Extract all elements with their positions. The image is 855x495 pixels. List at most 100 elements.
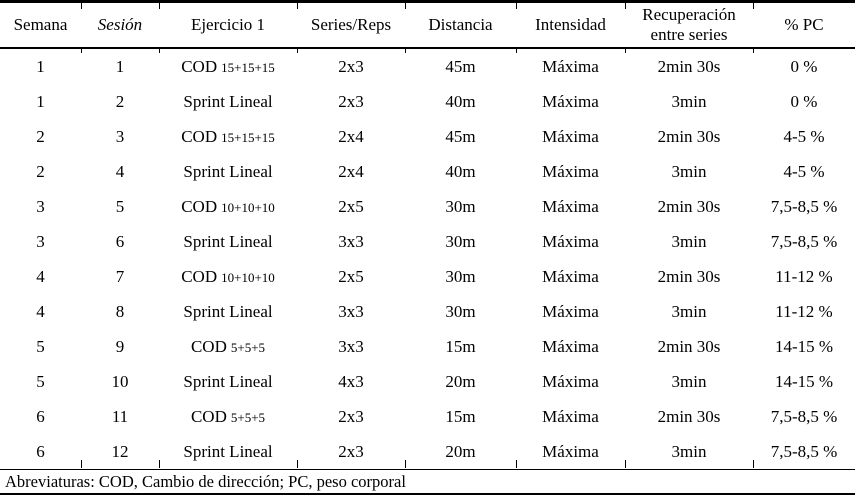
- cell-sesion: 2: [115, 91, 125, 111]
- col-header-pc: % PC: [753, 1, 855, 49]
- cell-series-reps: 2x5: [338, 266, 364, 286]
- table-header: Semana Sesión Ejercicio 1 Series/Reps Di…: [0, 1, 855, 49]
- cell-pc: 0 %: [790, 56, 818, 76]
- cell-distancia: 30m: [445, 266, 476, 286]
- table-row: 6 11 COD 5+5+5 2x3 15m Máxima 2min 30s 7,…: [0, 399, 855, 434]
- cell-recuperacion: 2min 30s: [657, 266, 721, 286]
- cell-recuperacion: 3min: [671, 91, 707, 111]
- cell-pc: 7,5-8,5 %: [770, 441, 838, 461]
- exercise-name: Sprint Lineal: [183, 371, 273, 391]
- exercise-name: COD: [181, 266, 218, 286]
- exercise-name: COD: [190, 336, 227, 356]
- cell-pc: 7,5-8,5 %: [770, 231, 838, 251]
- cell-sesion: 3: [115, 126, 125, 146]
- column-tick: [516, 460, 517, 468]
- table-footer: Abreviaturas: COD, Cambio de dirección; …: [0, 469, 855, 495]
- exercise-distances-detail: 15+15+15: [221, 59, 275, 75]
- cell-recuperacion: 3min: [671, 301, 707, 321]
- cell-ejercicio: COD 15+15+15: [159, 48, 297, 84]
- col-header-sesion: Sesión: [81, 1, 159, 49]
- column-tick: [516, 47, 517, 53]
- cell-ejercicio: Sprint Lineal: [159, 224, 297, 259]
- cell-series-reps: 3x3: [338, 336, 364, 356]
- column-tick: [81, 0, 82, 9]
- table-row: 3 6 Sprint Lineal 3x3 30m Máxima 3min 7,…: [0, 224, 855, 259]
- cell-series-reps: 2x4: [338, 126, 364, 146]
- cell-distancia: 30m: [445, 196, 476, 216]
- column-tick: [297, 0, 298, 9]
- column-tick: [405, 47, 406, 53]
- cell-intensidad: Máxima: [542, 161, 599, 181]
- cell-ejercicio: COD 15+15+15: [159, 119, 297, 154]
- column-tick: [297, 460, 298, 468]
- column-tick: [81, 47, 82, 53]
- column-tick: [753, 0, 754, 9]
- cell-series-reps: 2x3: [338, 91, 364, 111]
- table-row: 1 1 COD 15+15+15 2x3 45m Máxima 2min 30s …: [0, 48, 855, 84]
- cell-intensidad: Máxima: [542, 56, 599, 76]
- table-row: 6 12 Sprint Lineal 2x3 20m Máxima 3min 7…: [0, 434, 855, 470]
- cell-recuperacion: 2min 30s: [657, 406, 721, 426]
- exercise-distances-detail: 15+15+15: [221, 129, 275, 145]
- table-row: 3 5 COD 10+10+10 2x5 30m Máxima 2min 30s …: [0, 189, 855, 224]
- table-body: 1 1 COD 15+15+15 2x3 45m Máxima 2min 30s …: [0, 48, 855, 470]
- cell-recuperacion: 2min 30s: [657, 56, 721, 76]
- col-header-series-reps: Series/Reps: [297, 1, 405, 49]
- exercise-name: Sprint Lineal: [183, 231, 273, 251]
- exercise-name: COD: [181, 56, 218, 76]
- cell-pc: 4-5 %: [783, 126, 825, 146]
- table-row: 4 8 Sprint Lineal 3x3 30m Máxima 3min 11…: [0, 294, 855, 329]
- exercise-distances-detail: 5+5+5: [230, 339, 266, 355]
- cell-semana: 1: [36, 56, 45, 76]
- cell-ejercicio: Sprint Lineal: [159, 294, 297, 329]
- column-tick: [625, 460, 626, 468]
- exercise-name: COD: [190, 406, 227, 426]
- cell-pc: 11-12 %: [775, 301, 833, 321]
- cell-sesion: 6: [115, 231, 125, 251]
- cell-ejercicio: COD 10+10+10: [159, 259, 297, 294]
- column-tick: [753, 47, 754, 53]
- column-tick: [625, 47, 626, 53]
- cell-sesion: 11: [111, 406, 129, 426]
- cell-series-reps: 3x3: [338, 231, 364, 251]
- cell-semana: 5: [36, 336, 45, 356]
- cell-pc: 14-15 %: [774, 371, 834, 391]
- cell-distancia: 40m: [445, 161, 476, 181]
- cell-distancia: 20m: [445, 371, 476, 391]
- cell-series-reps: 2x3: [338, 441, 364, 461]
- cell-intensidad: Máxima: [542, 301, 599, 321]
- column-tick: [625, 0, 626, 9]
- cell-semana: 5: [36, 371, 45, 391]
- cell-semana: 6: [36, 441, 45, 461]
- cell-series-reps: 4x3: [338, 371, 364, 391]
- cell-pc: 7,5-8,5 %: [770, 196, 838, 216]
- footnote-row: Abreviaturas: COD, Cambio de dirección; …: [0, 469, 855, 495]
- cell-series-reps: 2x5: [338, 196, 364, 216]
- cell-semana: 4: [36, 266, 45, 286]
- cell-recuperacion: 2min 30s: [657, 196, 721, 216]
- cell-pc: 7,5-8,5 %: [770, 406, 838, 426]
- cell-intensidad: Máxima: [542, 336, 599, 356]
- exercise-distances-detail: 10+10+10: [221, 269, 275, 285]
- table-row: 4 7 COD 10+10+10 2x5 30m Máxima 2min 30s …: [0, 259, 855, 294]
- cell-ejercicio: COD 5+5+5: [159, 329, 297, 364]
- column-tick: [753, 460, 754, 468]
- cell-pc: 4-5 %: [783, 161, 825, 181]
- cell-sesion: 5: [115, 196, 125, 216]
- cell-ejercicio: Sprint Lineal: [159, 364, 297, 399]
- cell-intensidad: Máxima: [542, 266, 599, 286]
- cell-recuperacion: 3min: [671, 371, 707, 391]
- cell-recuperacion: 2min 30s: [657, 126, 721, 146]
- abbreviations-footnote: Abreviaturas: COD, Cambio de dirección; …: [0, 469, 855, 495]
- col-header-semana: Semana: [0, 1, 81, 49]
- exercise-name: Sprint Lineal: [183, 161, 273, 181]
- cell-intensidad: Máxima: [542, 126, 599, 146]
- col-header-ejercicio: Ejercicio 1: [159, 1, 297, 49]
- cell-series-reps: 3x3: [338, 301, 364, 321]
- cell-semana: 6: [36, 406, 45, 426]
- cell-pc: 14-15 %: [774, 336, 834, 356]
- cell-sesion: 8: [115, 301, 125, 321]
- exercise-distances-detail: 5+5+5: [230, 409, 266, 425]
- cell-series-reps: 2x3: [338, 406, 364, 426]
- cell-intensidad: Máxima: [542, 91, 599, 111]
